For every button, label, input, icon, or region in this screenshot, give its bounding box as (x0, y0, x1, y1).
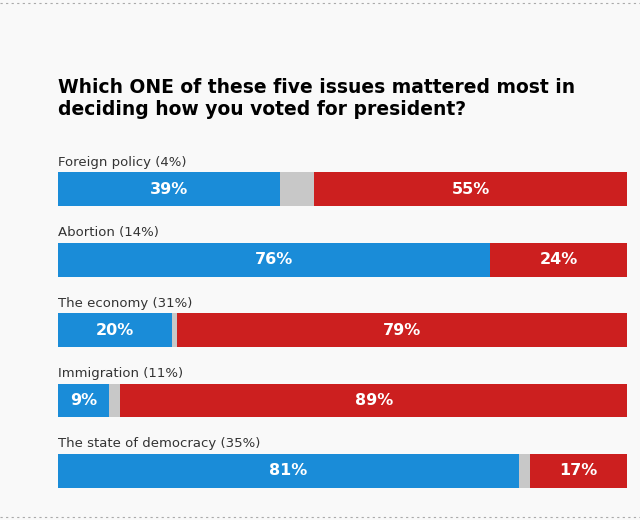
Bar (490, 243, 627, 277)
Text: Abortion (14%): Abortion (14%) (58, 226, 159, 239)
Bar (531, 454, 627, 488)
Bar (280, 172, 314, 206)
Text: 20%: 20% (95, 322, 134, 337)
Text: 24%: 24% (540, 252, 578, 267)
Text: 17%: 17% (559, 463, 598, 478)
Bar (58, 243, 490, 277)
Text: 79%: 79% (383, 322, 421, 337)
Bar (58, 172, 280, 206)
Bar (120, 384, 627, 418)
Text: The state of democracy (35%): The state of democracy (35%) (58, 437, 260, 450)
Text: Which ONE of these five issues mattered most in
deciding how you voted for presi: Which ONE of these five issues mattered … (58, 78, 575, 119)
Bar (58, 384, 109, 418)
Text: 76%: 76% (255, 252, 293, 267)
Bar (314, 172, 627, 206)
Text: 9%: 9% (70, 393, 97, 408)
Text: 89%: 89% (355, 393, 393, 408)
Bar (177, 313, 627, 347)
Bar (519, 454, 531, 488)
Text: 81%: 81% (269, 463, 307, 478)
Text: 39%: 39% (150, 182, 188, 197)
Bar (172, 313, 177, 347)
Text: The economy (31%): The economy (31%) (58, 296, 192, 309)
Text: Immigration (11%): Immigration (11%) (58, 367, 183, 380)
Text: 55%: 55% (451, 182, 490, 197)
Text: Foreign policy (4%): Foreign policy (4%) (58, 156, 186, 169)
Bar (58, 454, 519, 488)
Bar (109, 384, 120, 418)
Bar (58, 313, 172, 347)
